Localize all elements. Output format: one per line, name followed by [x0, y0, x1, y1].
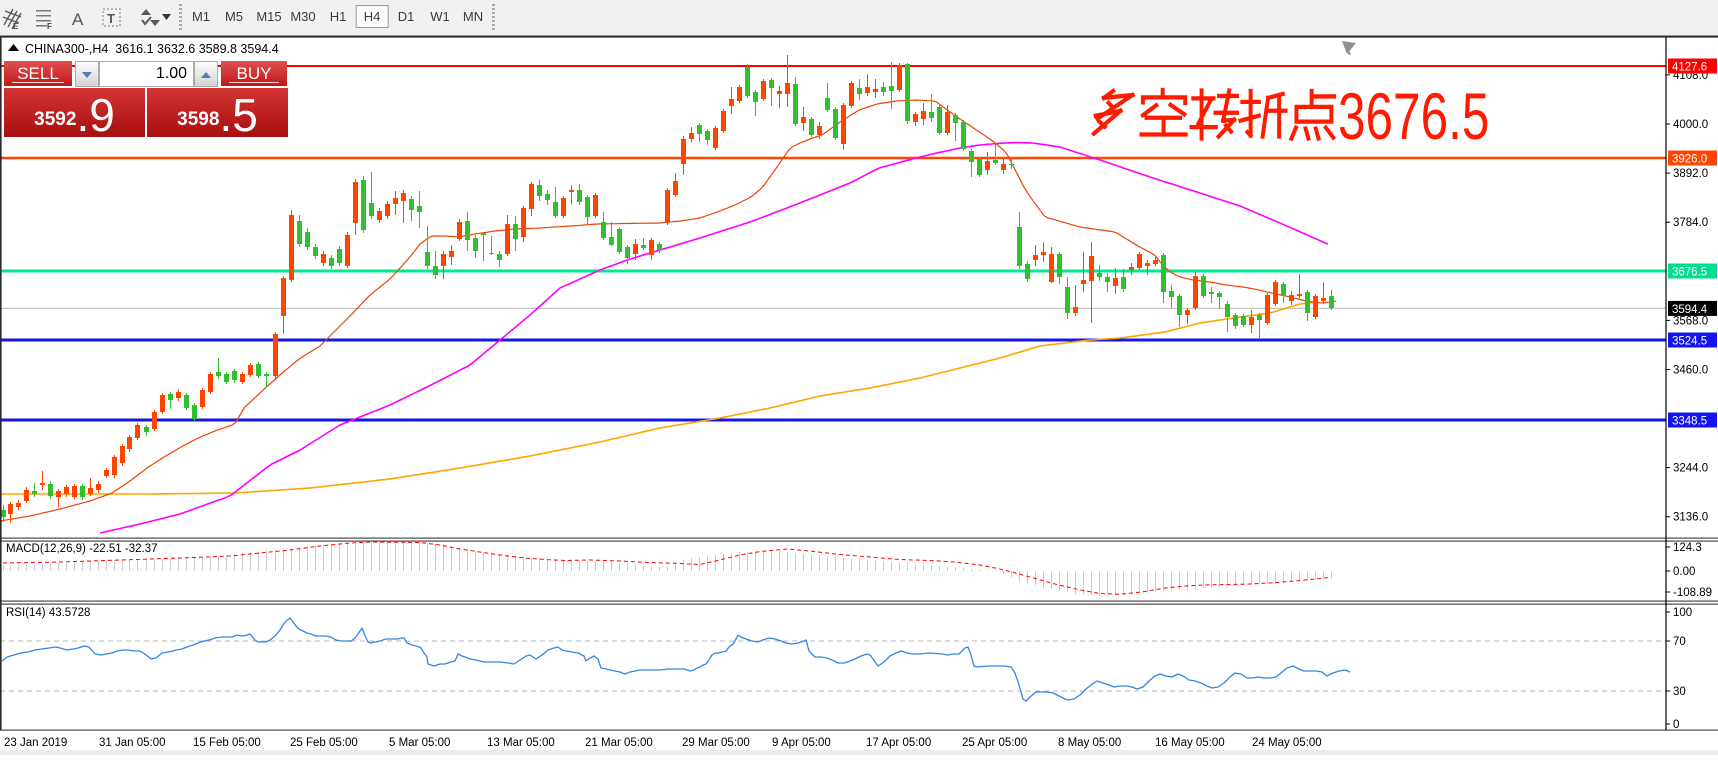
svg-text:9 Apr 05:00: 9 Apr 05:00: [772, 737, 831, 749]
svg-text:3568.0: 3568.0: [1673, 315, 1708, 327]
svg-text:3892.0: 3892.0: [1673, 168, 1708, 180]
svg-text:-108.89: -108.89: [1673, 587, 1712, 599]
svg-text:8 May 05:00: 8 May 05:00: [1058, 737, 1121, 749]
svg-text:A: A: [72, 10, 84, 29]
svg-text:RSI(14) 43.5728: RSI(14) 43.5728: [6, 607, 90, 619]
svg-text:3676.5: 3676.5: [1338, 80, 1489, 154]
svg-text:3594.4: 3594.4: [1672, 304, 1708, 316]
svg-text:4127.6: 4127.6: [1672, 62, 1707, 74]
svg-text:MACD(12,26,9) -22.51 -32.37: MACD(12,26,9) -22.51 -32.37: [6, 543, 158, 555]
svg-text:CHINA300-,H4 3616.1 3632.6 35: CHINA300-,H4 3616.1 3632.6 3589.8 3594.4: [25, 42, 279, 56]
svg-text:17 Apr 05:00: 17 Apr 05:00: [866, 737, 931, 749]
svg-text:31 Jan 05:00: 31 Jan 05:00: [99, 737, 166, 749]
svg-text:4000.0: 4000.0: [1673, 119, 1708, 131]
svg-text:F: F: [47, 22, 52, 31]
svg-text:21 Mar 05:00: 21 Mar 05:00: [585, 737, 653, 749]
svg-text:13 Mar 05:00: 13 Mar 05:00: [487, 737, 555, 749]
svg-text:3460.0: 3460.0: [1673, 365, 1708, 377]
svg-text:100: 100: [1673, 607, 1692, 619]
svg-text:T: T: [107, 11, 115, 26]
svg-text:3136.0: 3136.0: [1673, 512, 1708, 524]
svg-text:30: 30: [1673, 686, 1686, 698]
svg-text:25 Feb 05:00: 25 Feb 05:00: [290, 737, 358, 749]
svg-text:3244.0: 3244.0: [1673, 463, 1708, 475]
svg-text:3524.5: 3524.5: [1672, 336, 1707, 348]
svg-text:15 Feb 05:00: 15 Feb 05:00: [193, 737, 261, 749]
svg-text:23 Jan 2019: 23 Jan 2019: [4, 737, 67, 749]
svg-text:0: 0: [1673, 719, 1679, 731]
svg-text:E: E: [13, 22, 19, 31]
svg-text:0.00: 0.00: [1673, 566, 1695, 578]
svg-text:3348.5: 3348.5: [1672, 416, 1707, 428]
svg-text:29 Mar 05:00: 29 Mar 05:00: [682, 737, 750, 749]
svg-text:24 May 05:00: 24 May 05:00: [1252, 737, 1322, 749]
svg-text:16 May 05:00: 16 May 05:00: [1155, 737, 1225, 749]
svg-text:25 Apr 05:00: 25 Apr 05:00: [962, 737, 1027, 749]
svg-text:3784.0: 3784.0: [1673, 217, 1708, 229]
svg-text:3926.0: 3926.0: [1672, 154, 1707, 166]
svg-text:70: 70: [1673, 636, 1686, 648]
svg-text:124.3: 124.3: [1673, 542, 1702, 554]
svg-text:5 Mar 05:00: 5 Mar 05:00: [389, 737, 450, 749]
svg-text:3676.5: 3676.5: [1672, 267, 1707, 279]
